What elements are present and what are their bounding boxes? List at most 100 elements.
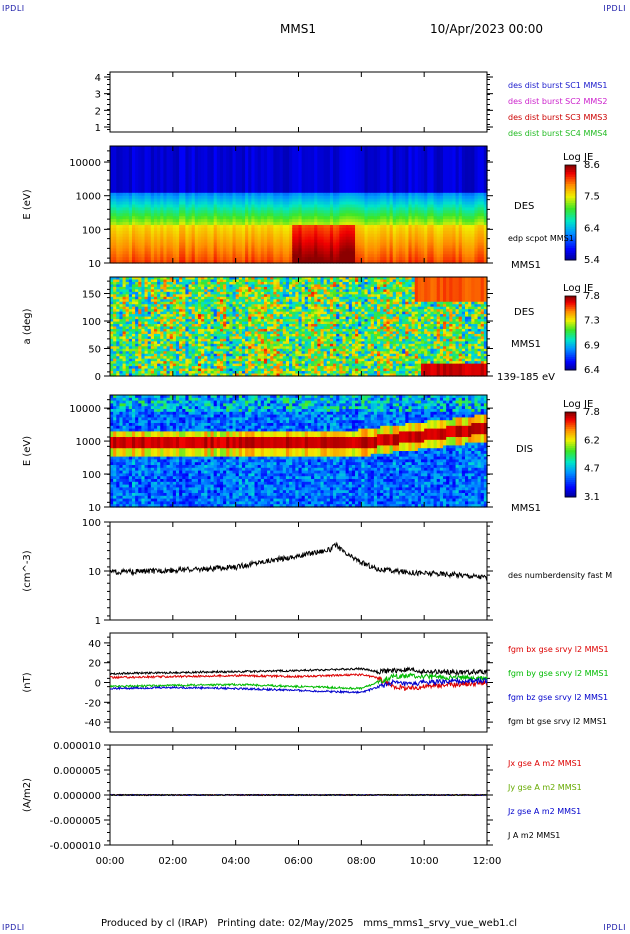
heatmap-cell: [229, 186, 234, 191]
heatmap-cell: [157, 236, 161, 241]
heatmap-cell: [201, 172, 205, 176]
heatmap-cell: [131, 172, 136, 176]
heatmap-cell: [229, 248, 234, 252]
heatmap-cell: [182, 175, 186, 179]
heatmap-cell: [150, 242, 155, 247]
heatmap-cell: [135, 151, 139, 156]
heatmap-cell: [213, 181, 218, 185]
heatmap-cell: [119, 251, 124, 255]
heatmap-cell: [201, 184, 205, 188]
heatmap-cell: [157, 181, 161, 185]
heatmap-cell: [122, 192, 127, 197]
heatmap-cell: [150, 178, 155, 182]
heatmap-cell: [131, 198, 136, 203]
heatmap-cell: [210, 224, 215, 229]
heatmap-cell: [197, 227, 202, 232]
heatmap-cell: [113, 260, 117, 264]
heatmap-cell: [122, 204, 127, 209]
heatmap-cell: [144, 213, 149, 217]
heatmap-cell: [179, 204, 183, 209]
heatmap-cell: [182, 260, 186, 264]
heatmap-cell: [216, 260, 221, 264]
heatmap-cell: [110, 151, 114, 156]
heatmap-cell: [153, 219, 158, 223]
heatmap-cell: [219, 248, 224, 252]
heatmap-cell: [219, 157, 224, 162]
heatmap-cell: [131, 181, 136, 185]
heatmap-cell: [182, 160, 186, 165]
heatmap-cell: [210, 157, 215, 162]
heatmap-cell: [157, 189, 161, 194]
heatmap-cell: [135, 160, 139, 165]
heatmap-cell: [125, 172, 130, 176]
heatmap-cell: [201, 254, 205, 258]
heatmap-cell: [125, 169, 130, 173]
heatmap-cell: [226, 172, 230, 176]
heatmap-cell: [179, 213, 183, 217]
heatmap-cell: [138, 146, 143, 150]
heatmap-cell: [229, 157, 234, 162]
heatmap-cell: [110, 184, 114, 188]
heatmap-cell: [229, 213, 234, 217]
heatmap-cell: [229, 254, 234, 258]
heatmap-cell: [144, 146, 149, 150]
heatmap-cell: [110, 175, 114, 179]
heatmap-cell: [122, 230, 127, 235]
heatmap-cell: [226, 219, 230, 223]
heatmap-cell: [135, 186, 139, 191]
heatmap-cell: [166, 222, 171, 226]
heatmap-cell: [110, 222, 114, 226]
heatmap-cell: [201, 219, 205, 223]
heatmap-cell: [147, 242, 152, 247]
heatmap-cell: [135, 201, 139, 206]
heatmap-cell: [128, 248, 133, 252]
heatmap-cell: [147, 166, 152, 170]
heatmap-cell: [122, 242, 127, 247]
heatmap-cell: [113, 216, 117, 220]
heatmap-cell: [128, 189, 133, 194]
heatmap-cell: [210, 254, 215, 258]
heatmap-cell: [122, 251, 127, 255]
heatmap-cell: [150, 227, 155, 232]
heatmap-cell: [138, 186, 143, 191]
heatmap-cell: [113, 239, 117, 244]
heatmap-cell: [116, 201, 121, 206]
heatmap-cell: [191, 236, 196, 241]
heatmap-cell: [110, 157, 114, 162]
heatmap-cell: [166, 189, 171, 194]
heatmap-cell: [219, 181, 224, 185]
heatmap-cell: [175, 222, 180, 226]
heatmap-cell: [197, 230, 202, 235]
heatmap-cell: [213, 204, 218, 209]
heatmap-cell: [229, 210, 234, 214]
heatmap-cell: [172, 166, 177, 170]
heatmap-cell: [116, 172, 121, 176]
heatmap-cell: [188, 201, 193, 206]
heatmap-cell: [110, 239, 114, 244]
heatmap-cell: [113, 195, 117, 200]
heatmap-cell: [188, 230, 193, 235]
heatmap-cell: [204, 201, 208, 206]
heatmap-cell: [153, 166, 158, 170]
heatmap-cell: [216, 239, 221, 244]
heatmap-cell: [147, 146, 152, 150]
heatmap-cell: [175, 236, 180, 241]
heatmap-cell: [160, 204, 165, 209]
heatmap-cell: [213, 175, 218, 179]
heatmap-cell: [185, 157, 190, 162]
heatmap-cell: [175, 198, 180, 203]
y-axis-label: E (eV): [22, 189, 33, 219]
heatmap-cell: [138, 184, 143, 188]
heatmap-cell: [160, 248, 165, 252]
heatmap-cell: [204, 245, 208, 249]
heatmap-cell: [191, 163, 196, 168]
heatmap-cell: [135, 204, 139, 209]
heatmap-cell: [213, 239, 218, 244]
heatmap-cell: [153, 242, 158, 247]
heatmap-cell: [169, 186, 174, 191]
heatmap-cell: [210, 245, 215, 249]
heatmap-cell: [150, 186, 155, 191]
heatmap-cell: [125, 181, 130, 185]
heatmap-cell: [210, 230, 215, 235]
heatmap-cell: [125, 216, 130, 220]
